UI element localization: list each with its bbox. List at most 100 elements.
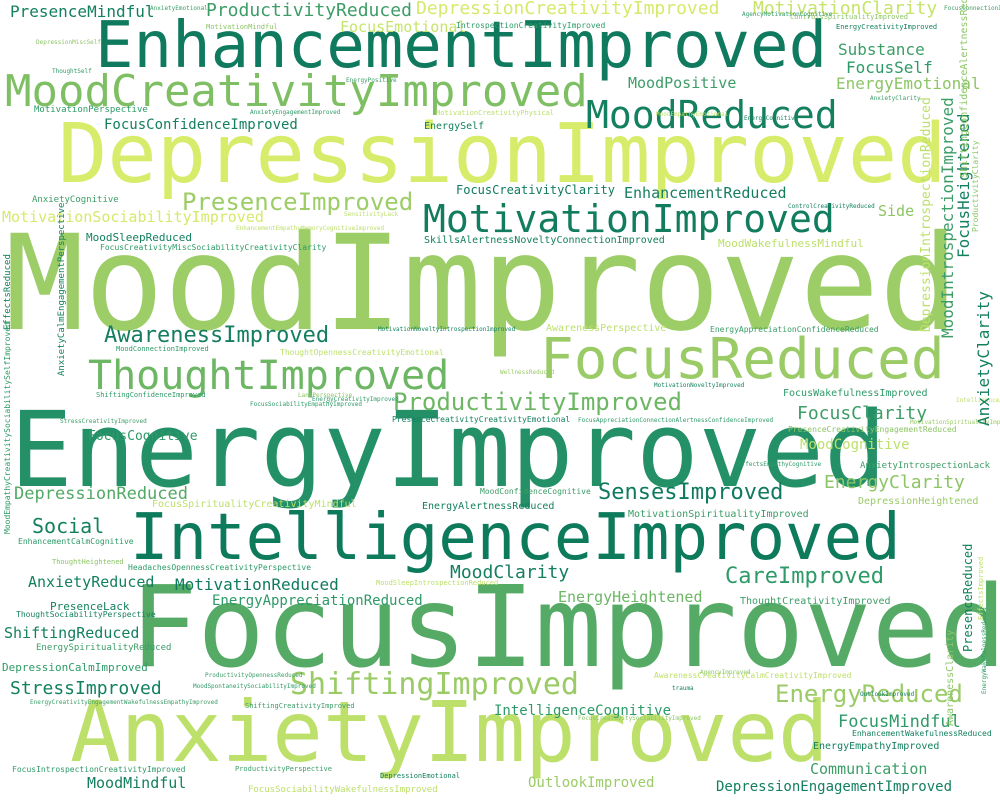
word: ThoughtImproved — [88, 353, 450, 399]
word: DepressionHeightened — [858, 496, 979, 507]
word: LanePerspective — [298, 392, 353, 399]
word: AnxietyClarity — [974, 291, 993, 426]
word: ShiftingReduced — [4, 624, 140, 642]
word: MotivationSociabilityImproved — [2, 208, 264, 226]
word: Social — [32, 514, 105, 538]
word: FocusConnectionImproved — [944, 5, 1000, 12]
word: ThoughtOpennessCreativityEmotional — [280, 348, 444, 357]
word: MoodSpontaneitySociabilityImproved — [193, 683, 316, 690]
word: StressCreativityImproved — [60, 418, 147, 425]
word: EnergyEmotional — [836, 74, 981, 93]
word: FocusImproved — [130, 563, 1000, 693]
word: MoodPositive — [628, 74, 737, 92]
word: FocusCreativityClarity — [456, 183, 615, 197]
word: EnergyPositive — [346, 77, 397, 84]
word: MoodWakefulnessMindful — [718, 237, 864, 250]
word: AnxietyEngagementImproved — [250, 109, 341, 116]
word: MotivationNoveltyImproved — [654, 382, 745, 389]
word: MoodImproved — [5, 207, 959, 361]
word: CareImproved — [725, 564, 884, 589]
word: Communication — [810, 760, 928, 778]
word: EnhancementWakefulnessReduced — [852, 729, 992, 738]
word: ThoughtSociabilityPerspective — [16, 610, 156, 619]
word: PresenceImproved — [182, 188, 414, 216]
word: AwarenessImproved — [104, 323, 330, 348]
word: AgencyMotivationCognitive — [742, 11, 833, 18]
word: EnergyImproved — [10, 389, 887, 511]
word: FocusAppreciationConnectionAlertnessConf… — [578, 417, 774, 424]
word: EnergyAppreciationReduced — [212, 593, 423, 609]
word: MotivationSpiritualityImproved — [910, 419, 1000, 426]
word: MoodEmpathyEmotional — [656, 111, 729, 118]
word: IntrospectionCreativityImproved — [456, 21, 606, 30]
word: EnergyAlertnessReduced — [422, 501, 555, 512]
word: ShiftingCreativityImproved — [245, 702, 355, 710]
word: MotivationCreativityPhysical — [436, 109, 555, 117]
word: PresenceCreativityEngagementReduced — [788, 425, 957, 434]
word: AnxietyCalmEngagementPerspective — [57, 202, 67, 376]
word: MotivationPerspective — [34, 105, 148, 115]
word: EnergySpiritualityReduced — [36, 643, 172, 653]
word: ThoughtSelf — [52, 68, 92, 75]
word: PresenceReduced — [961, 543, 975, 652]
word: ProductivityClarity — [971, 140, 980, 232]
word: EnergyCognitive — [744, 115, 799, 122]
word: EnergySelf — [424, 121, 485, 132]
word: AnxietyCognitive — [32, 195, 119, 205]
word: MoodCreativityImproved — [5, 66, 588, 117]
word: MotivationMindful — [206, 23, 278, 31]
word: FocusSociabilityWakefulnessImproved — [248, 785, 438, 795]
word: WellnessReduced — [500, 369, 555, 376]
word: EnergyClarity — [824, 472, 965, 493]
word: EnergyReduced — [775, 680, 963, 708]
word: AwarenessClarity — [945, 629, 956, 726]
word: ShiftingConfidenceAlertnessReduced — [959, 0, 970, 178]
word: MoodConfidenceCognitive — [480, 487, 591, 496]
word: MotivationSpiritualityImproved — [628, 509, 809, 520]
word: FocusConfidenceImproved — [104, 117, 298, 133]
word: SensesImproved — [598, 480, 784, 505]
word: DepressionIntrospectionReduced — [919, 97, 934, 332]
word: Side — [878, 202, 915, 220]
word: ControlCreativityReduced — [788, 203, 875, 210]
word: EffectsEmpathyCognitive — [738, 461, 822, 468]
word: DepressionImproved — [58, 107, 947, 202]
word: EffectsReduced — [3, 254, 13, 330]
word: IntelligenceCognitive — [494, 703, 672, 719]
word: ThoughtHeightened — [52, 558, 124, 566]
word: AnxietyEmotional — [150, 5, 208, 12]
word: AnxietyImproved — [70, 683, 829, 781]
word: DepressionEngagementImproved — [716, 779, 953, 795]
word: ShiftingImproved — [290, 667, 579, 702]
word: ProductivityOpennessReduced — [205, 672, 303, 679]
word: FocusCreativitySociabilityImproved — [578, 715, 701, 722]
word: FocusReduced — [540, 327, 945, 392]
word: ProductivityReduced — [206, 0, 412, 21]
word: ShiftingConfidenceImproved — [96, 391, 206, 399]
word: EnergyWakefulnessReduced — [981, 607, 988, 694]
word: PresenceMindful — [10, 2, 155, 21]
word: EnhancementEmpathyMemoryCognitiveImprove… — [236, 225, 385, 232]
word: AwarenessPerspective — [546, 323, 667, 334]
word: MotivationImproved — [423, 197, 835, 241]
word: IntelligenceAppreciationHeightened — [956, 397, 1000, 404]
word: OutlookImproved — [528, 775, 655, 791]
word: MotivationNoveltyIntrospectionImproved — [378, 326, 516, 333]
word: MoodReduced — [586, 93, 838, 137]
word: FocusIntrospectionCreativityImproved — [12, 765, 186, 774]
word: FocusMindful — [838, 712, 961, 732]
word: PresenceCreativityCreativityEmotional — [392, 415, 571, 424]
word: FocusSpiritualityCreativityMindful — [152, 499, 357, 510]
word: FocusCreativityMiscSociabilityCreativity… — [100, 243, 327, 252]
word: DepressionReduced — [14, 484, 188, 504]
word: EnhancementReduced — [624, 184, 787, 202]
word: PresenceLack — [50, 600, 130, 613]
word: EnhancementImproved — [95, 9, 828, 83]
word: DepressionCalmImproved — [2, 661, 148, 674]
word: ProductivityImproved — [393, 388, 682, 416]
word: EnhancementCalmCognitive — [18, 537, 134, 546]
word: FocusSociabilityEmpathyImproved — [250, 401, 362, 408]
word: MoodConnectionImproved — [116, 345, 209, 353]
word: AnxietyClarity — [870, 95, 921, 102]
